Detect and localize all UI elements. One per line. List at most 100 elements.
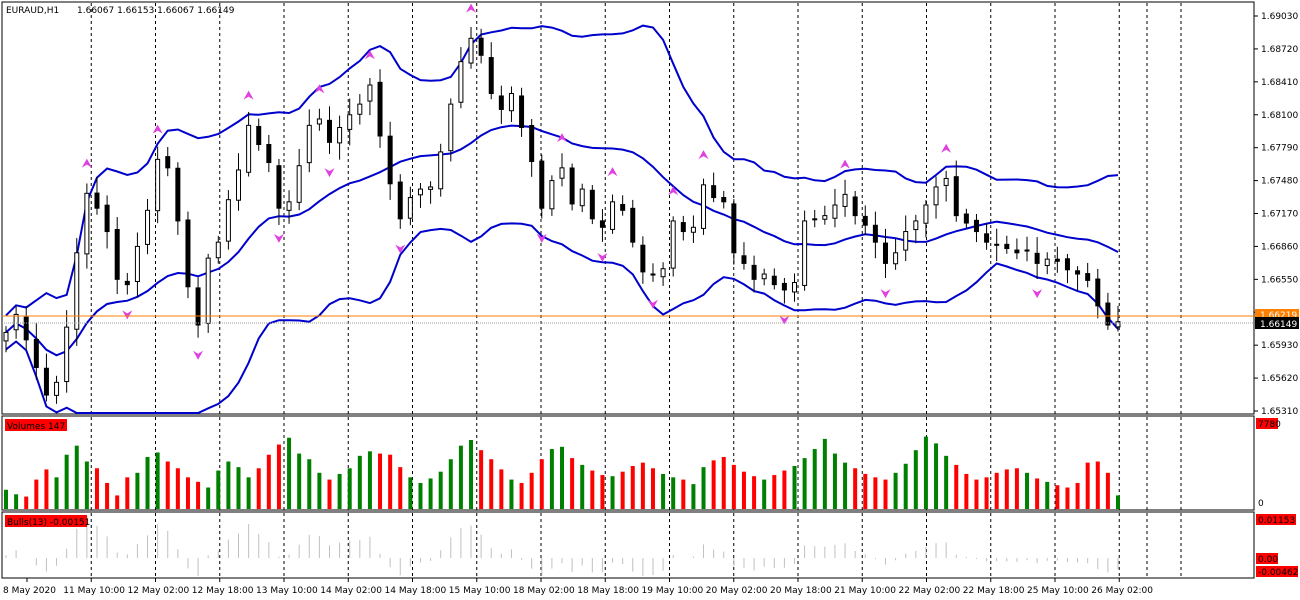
volume-bar: [539, 459, 544, 509]
time-tick-label: 22 May 18:00: [963, 586, 1025, 596]
candle-body: [236, 169, 242, 201]
volume-bar: [1035, 478, 1040, 509]
volume-bar: [469, 440, 474, 509]
price-tick-label: 1.65930: [1261, 341, 1298, 351]
candle-body: [1034, 252, 1040, 264]
candle-body: [771, 275, 777, 286]
volume-bar: [640, 462, 645, 509]
fractal-down-marker: [273, 233, 284, 243]
volume-bar: [297, 453, 302, 509]
volume-bar: [762, 479, 767, 509]
volume-bar: [155, 452, 160, 509]
candle-body: [256, 125, 262, 145]
volume-bar: [125, 477, 130, 509]
candle-body: [124, 280, 130, 286]
volume-label: Volumes 147: [7, 422, 65, 432]
volume-bar: [782, 470, 787, 509]
volume-bar: [873, 477, 878, 509]
volume-bar: [994, 472, 999, 509]
candle-body: [155, 158, 161, 212]
candle-body: [488, 57, 494, 95]
volume-bar: [519, 482, 524, 509]
volume-bar: [903, 463, 908, 509]
candle-body: [337, 126, 343, 144]
fractal-down-marker: [122, 310, 133, 320]
volume-bar: [863, 473, 868, 509]
volume-bar: [145, 456, 150, 509]
volume-bar: [84, 461, 89, 509]
candle-body: [994, 243, 1000, 246]
volume-bar: [721, 456, 726, 509]
candlesticks: [3, 26, 1121, 404]
fractal-up-marker: [81, 158, 92, 168]
candle-body: [134, 245, 140, 282]
volume-bar: [216, 470, 221, 509]
volume-bar: [398, 467, 403, 509]
candle-body: [1085, 273, 1091, 281]
candle-body: [306, 124, 312, 164]
volume-bar: [954, 464, 959, 509]
candle-body: [165, 156, 171, 169]
bollinger-bands: [5, 24, 1119, 414]
volume-bar: [367, 451, 372, 509]
volume-bar: [1105, 472, 1110, 509]
fractal-down-marker: [536, 233, 547, 243]
volume-bar: [196, 481, 201, 509]
candle-body: [519, 95, 525, 128]
candle-body: [508, 93, 514, 112]
time-tick-label: 15 May 10:00: [449, 586, 511, 596]
bulls-label: Bulls(13) -0.00151: [7, 518, 90, 528]
fractal-down-marker: [395, 244, 406, 254]
volume-bar: [1116, 495, 1120, 509]
volume-bar: [691, 484, 696, 509]
volume-bar: [701, 467, 706, 509]
candle-body: [347, 114, 353, 130]
ask-price-label: 1.66219: [1260, 311, 1297, 321]
candle-body: [145, 209, 151, 245]
candle-body: [326, 119, 332, 143]
volume-bar: [600, 475, 605, 509]
time-tick-label: 18 May 02:00: [513, 586, 575, 596]
bulls-power-bars: [5, 516, 1119, 576]
volume-bar: [832, 453, 837, 509]
candle-body: [1014, 249, 1020, 254]
candle-body: [539, 160, 545, 209]
volume-bar: [812, 449, 817, 509]
time-tick-label: 11 May 10:00: [63, 586, 125, 596]
volume-bar: [1045, 481, 1050, 509]
price-tick-label: 1.68100: [1261, 111, 1298, 121]
time-tick-label: 12 May 18:00: [192, 586, 254, 596]
volume-bar: [428, 478, 433, 509]
volume-bar: [256, 468, 261, 509]
candle-body: [1044, 258, 1050, 267]
volume-bar: [1014, 468, 1019, 509]
volume-bar: [1025, 472, 1030, 509]
candle-body: [650, 273, 656, 276]
volume-bar: [458, 445, 463, 509]
candle-body: [84, 192, 90, 255]
candle-body: [579, 188, 585, 207]
candle-body: [397, 181, 403, 220]
price-tick-label: 1.67170: [1261, 210, 1298, 220]
candle-body: [660, 268, 666, 278]
candle-body: [812, 218, 818, 221]
candle-body: [387, 135, 393, 185]
candle-body: [215, 241, 221, 259]
fractal-down-marker: [1032, 289, 1043, 299]
candle-body: [630, 207, 636, 243]
fractal-up-marker: [364, 50, 375, 60]
volume-bar: [913, 450, 918, 509]
fractal-up-marker: [243, 90, 254, 100]
price-tick-label: 1.66550: [1261, 275, 1298, 285]
volume-bar: [175, 468, 180, 509]
candle-body: [751, 264, 757, 280]
candle-body: [1105, 302, 1111, 326]
candle-body: [64, 326, 70, 383]
fractal-up-marker: [314, 84, 325, 94]
fractal-up-marker: [152, 124, 163, 134]
volume-bar: [74, 445, 79, 509]
candle-body: [246, 124, 252, 173]
volume-bar: [1004, 469, 1009, 509]
candle-body: [862, 215, 868, 226]
